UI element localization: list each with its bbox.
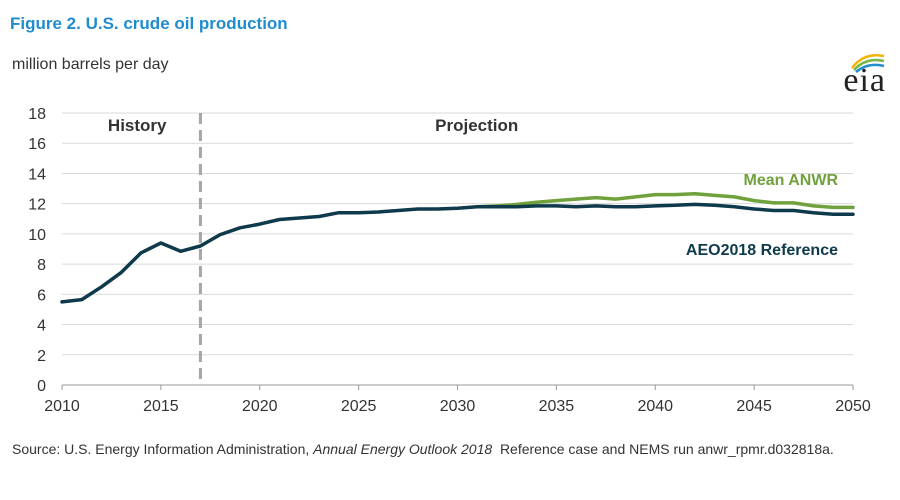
series-label-aeo2018-reference: AEO2018 Reference [686,242,838,259]
eia-logo-swoosh-icon [851,54,885,73]
y-tick-label: 10 [28,227,46,244]
x-tick-label: 2035 [539,398,575,415]
series-line-mean-anwr [475,192,855,210]
y-tick-label: 6 [37,287,46,304]
source-suffix: Reference case and NEMS run anwr_rpmr.d0… [499,441,834,457]
y-tick-label: 4 [37,318,46,335]
x-tick-label: 2020 [242,398,278,415]
region-label-projection: Projection [435,116,518,135]
y-tick-label: 16 [28,136,46,153]
x-tick-label: 2045 [736,398,772,415]
y-tick-label: 18 [28,106,46,123]
series-line-aeo2018-reference [60,202,855,304]
y-tick-label: 8 [37,257,46,274]
x-tick-label: 2040 [637,398,673,415]
x-tick-label: 2030 [440,398,476,415]
region-label-history: History [108,116,167,135]
x-tick-label: 2010 [44,398,80,415]
x-tick-label: 2015 [143,398,179,415]
y-tick-label: 12 [28,197,46,214]
y-tick-label: 14 [28,166,46,183]
series-label-mean-anwr: Mean ANWR [743,172,838,189]
figure-title: Figure 2. U.S. crude oil production [10,14,288,33]
line-chart: 0 2 4 6 8 10 12 14 16 18 2010 2015 2020 2025 2030 2035 2… [28,106,871,415]
y-tick-label: 2 [37,348,46,365]
source-prefix: Source: U.S. Energy Information Administ… [12,441,310,457]
y-axis-units-label: million barrels per day [12,56,169,73]
x-tick-label: 2050 [835,398,871,415]
eia-logo: eia [843,62,886,99]
source-publication: Annual Energy Outlook 2018 [313,441,493,457]
x-tick-label: 2025 [341,398,377,415]
source-note: Source: U.S. Energy Information Administ… [12,440,872,459]
y-tick-label: 0 [37,378,46,395]
